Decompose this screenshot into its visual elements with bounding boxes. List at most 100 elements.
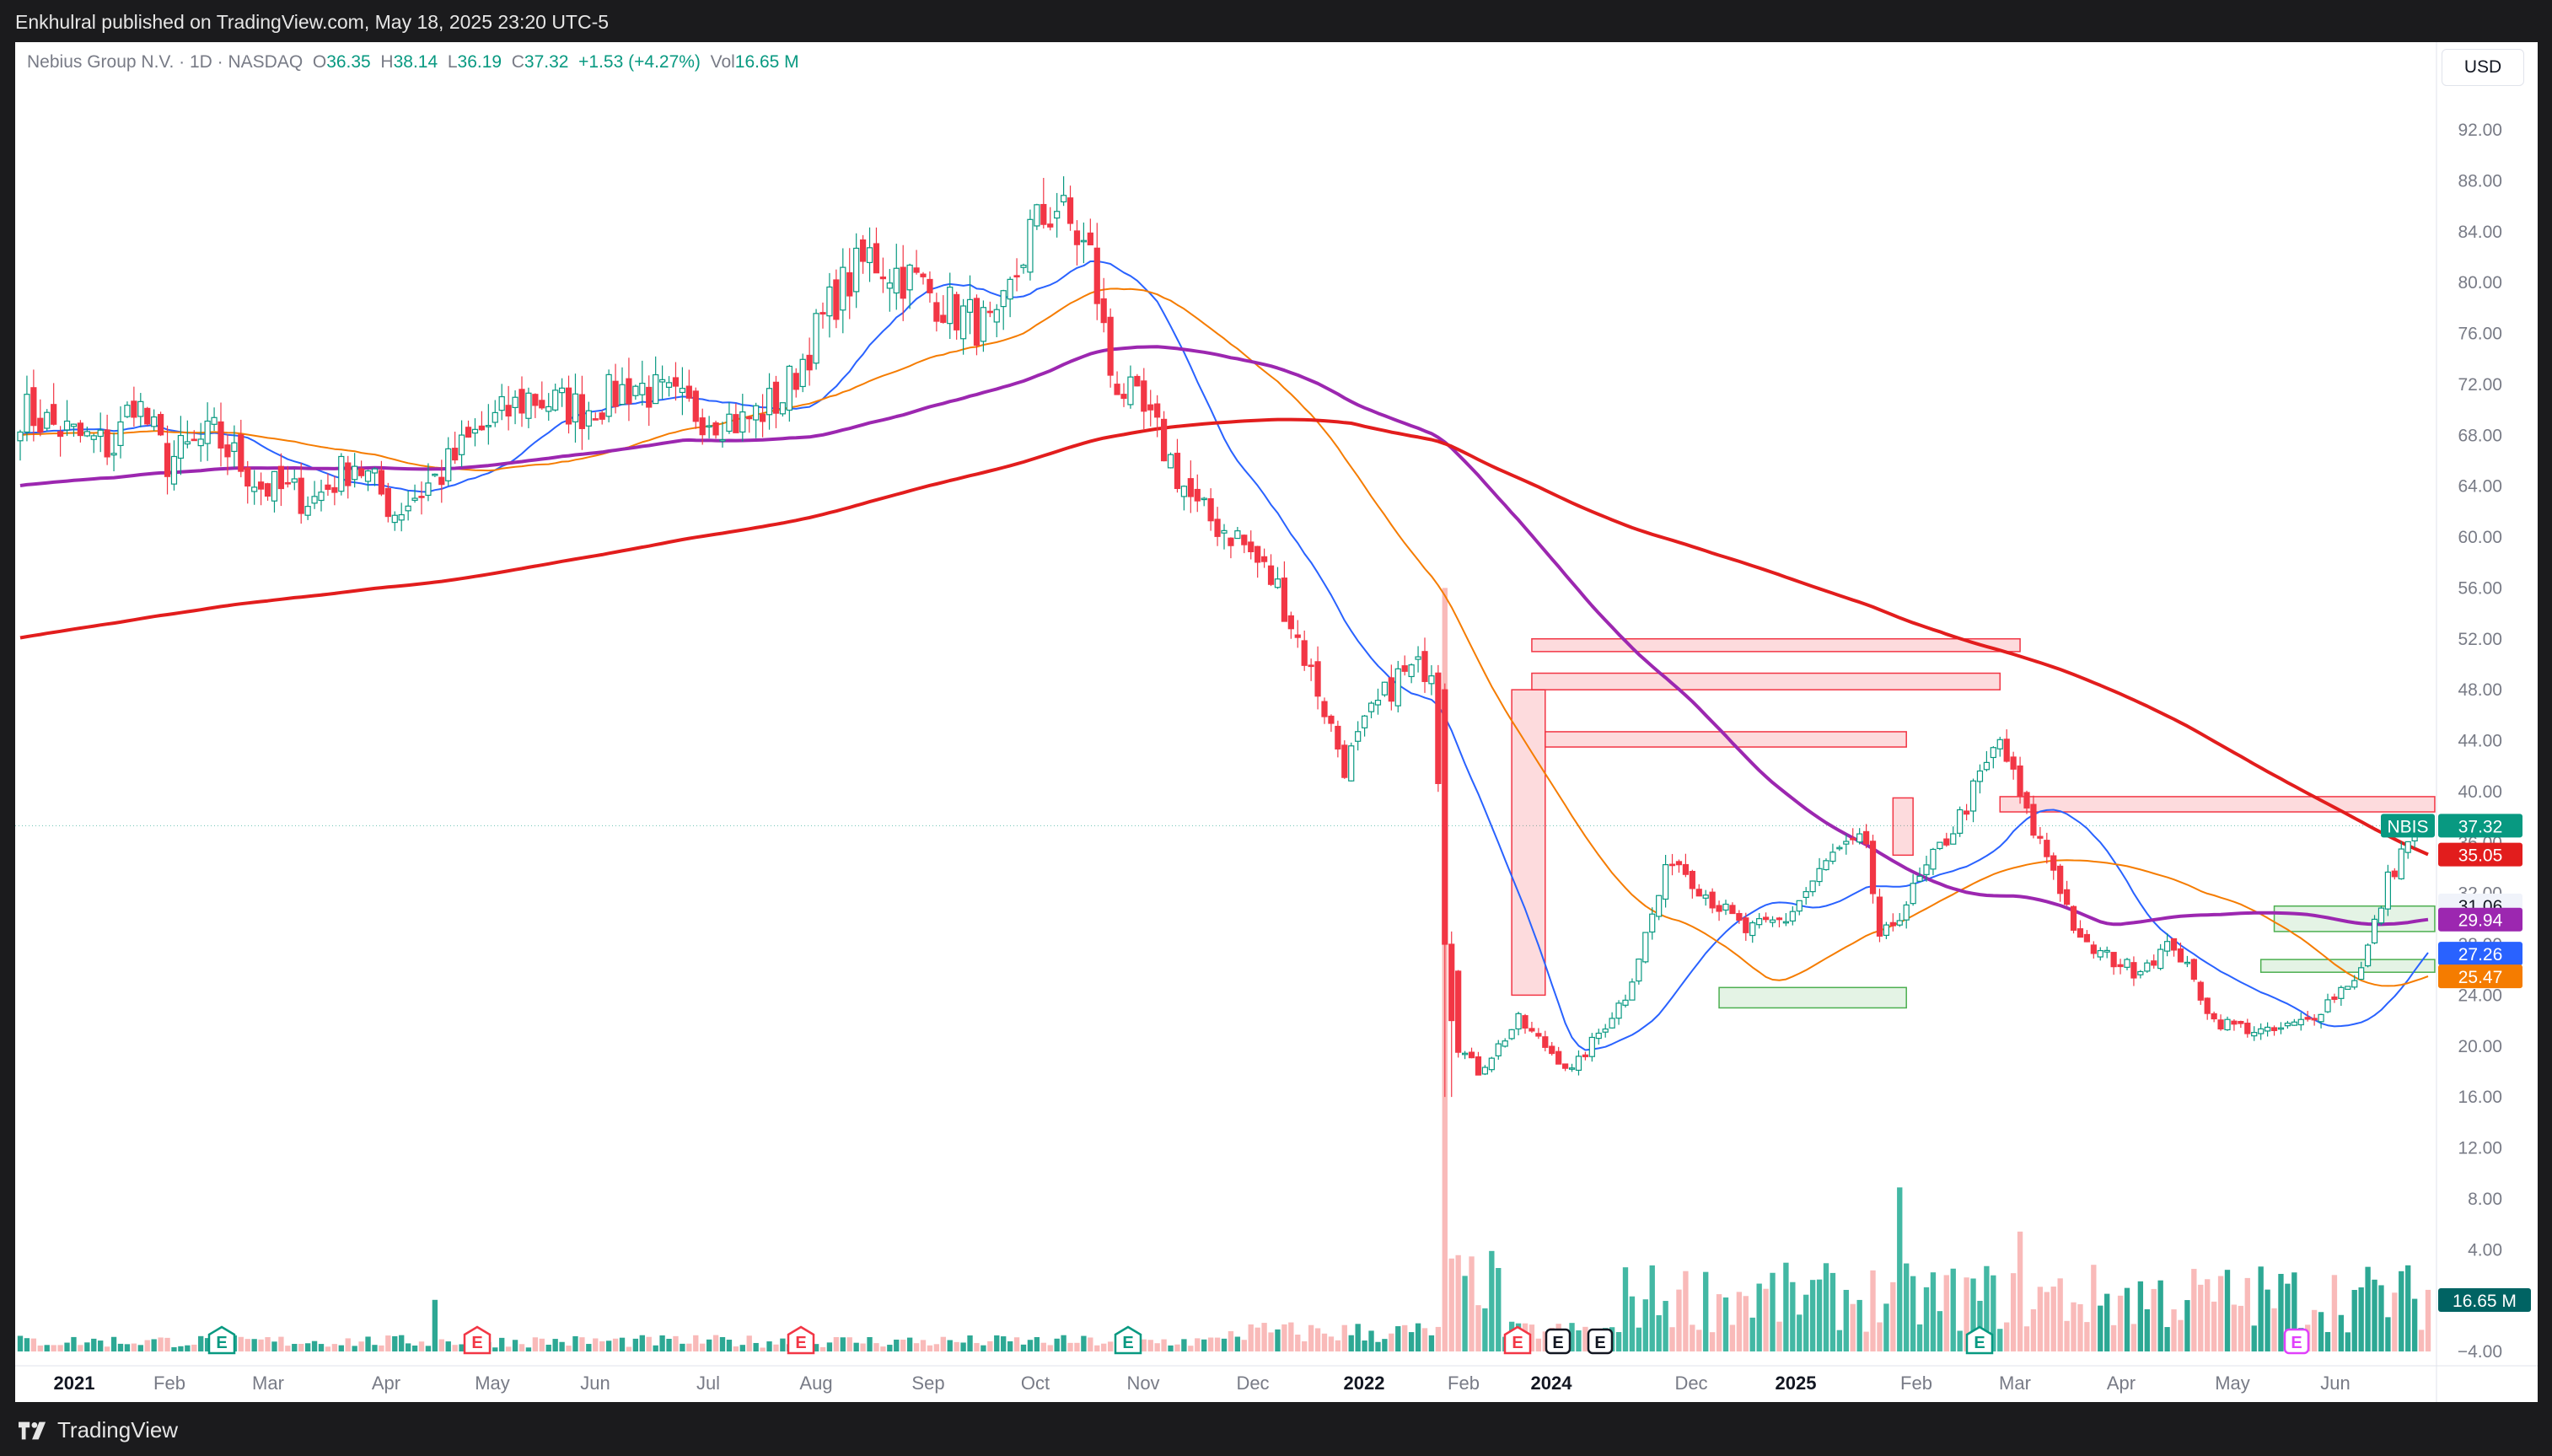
last-price-tag-text: 37.32 [2458, 817, 2503, 836]
candle [384, 482, 391, 523]
candle [170, 440, 178, 491]
candle [940, 295, 947, 324]
candle [1937, 841, 1943, 851]
earnings-marker[interactable]: E [787, 1325, 815, 1355]
volume-bar [30, 1338, 37, 1351]
y-tick-label: 84.00 [2458, 223, 2502, 242]
volume-bar [518, 1344, 525, 1351]
volume-bar [1067, 1342, 1073, 1351]
candle [1394, 660, 1401, 713]
tradingview-brand[interactable]: TradingView [19, 1417, 178, 1443]
ma50-tag: 25.47 [2438, 964, 2522, 989]
candle [1695, 884, 1702, 897]
y-tick-label: 48.00 [2458, 680, 2502, 700]
close-value: 37.32 [524, 52, 569, 72]
candle [1568, 1063, 1576, 1072]
volume-bar [1877, 1322, 1883, 1351]
ma100-tag-text: 29.94 [2458, 911, 2503, 931]
earnings-marker[interactable]: E [2283, 1328, 2310, 1355]
volume-bar [1281, 1324, 1287, 1351]
chart-panel[interactable]: 92.00 88.00 84.00 80.00 76.00 72.00 68.00 64.00… [15, 42, 2538, 1402]
volume-bar [2077, 1303, 2083, 1351]
ma20-tag: 27.26 [2438, 942, 2522, 966]
volume-bar [399, 1335, 405, 1351]
volume-bar [612, 1338, 619, 1351]
candle [2338, 985, 2345, 1007]
volume-bar [1897, 1187, 1903, 1351]
volume-bar [1061, 1335, 1066, 1351]
candle [1582, 1051, 1589, 1061]
volume-bar [974, 1342, 980, 1351]
earnings-marker[interactable]: E [207, 1325, 236, 1355]
volume-bar [639, 1335, 645, 1351]
earnings-marker[interactable]: E [463, 1325, 492, 1355]
candle [471, 418, 479, 447]
candle [2050, 852, 2057, 880]
volume-bar [1181, 1339, 1187, 1351]
candle [913, 250, 920, 275]
x-axis-label: Dec [1236, 1373, 1269, 1394]
candle [498, 384, 505, 421]
volume-bar [605, 1340, 612, 1351]
earnings-marker[interactable]: E [1965, 1325, 1994, 1355]
volume-bar [2351, 1290, 2357, 1351]
volume-bar [285, 1346, 291, 1351]
candle [799, 353, 806, 393]
volume-bar [2023, 1326, 2030, 1351]
volume-bar [1462, 1276, 1468, 1351]
candle [578, 375, 586, 450]
candle [2270, 1025, 2278, 1036]
candle [231, 425, 238, 468]
volume-bar [2311, 1309, 2318, 1351]
ma100-tag: 29.94 [2438, 907, 2522, 932]
volume-bar [1482, 1308, 1488, 1351]
volume-bar [2178, 1319, 2184, 1351]
volume-bar [1964, 1277, 1969, 1351]
candle [1549, 1041, 1555, 1056]
volume-bar [17, 1335, 24, 1351]
volume-bar [2044, 1292, 2050, 1351]
volume-bar [1649, 1265, 1655, 1351]
volume-bar [1261, 1323, 1267, 1351]
candle [779, 402, 787, 417]
price-chart[interactable]: 92.00 88.00 84.00 80.00 76.00 72.00 68.00 64.00… [15, 42, 2538, 1402]
candle [572, 373, 579, 443]
candle [37, 399, 44, 437]
volume-bar [1368, 1330, 1374, 1351]
volume-bar [198, 1335, 204, 1351]
candle [1682, 853, 1690, 878]
currency-selector[interactable]: USD [2442, 49, 2524, 86]
x-axis-label: Feb [1900, 1373, 1932, 1394]
candle [1502, 1038, 1508, 1048]
volume-bar [238, 1336, 244, 1351]
candle [2163, 932, 2171, 957]
candle [1769, 916, 1776, 927]
candle [432, 473, 438, 477]
earnings-marker[interactable]: E [1587, 1328, 1614, 1355]
volume-bar [2205, 1279, 2211, 1351]
volume-bar [358, 1341, 364, 1351]
candle [1957, 806, 1964, 837]
candle [2371, 915, 2378, 945]
earnings-marker[interactable]: E [1503, 1325, 1532, 1355]
volume-bar [1408, 1332, 1415, 1351]
volume-bar [653, 1345, 658, 1351]
volume-bar [1402, 1324, 1408, 1351]
volume-bar [933, 1344, 940, 1351]
candle [2057, 863, 2064, 902]
earnings-marker-label: E [216, 1334, 227, 1352]
volume-bar [927, 1345, 933, 1351]
volume-bar [1001, 1336, 1007, 1351]
candle [1716, 900, 1722, 921]
candle [920, 271, 927, 285]
earnings-marker-label: E [2291, 1334, 2302, 1352]
earnings-marker[interactable]: E [1114, 1325, 1142, 1355]
candle [2124, 958, 2130, 970]
candle [1294, 620, 1301, 648]
volume-bar [1729, 1324, 1736, 1351]
candle [1903, 900, 1910, 929]
candle [1073, 220, 1081, 266]
earnings-marker[interactable]: E [1545, 1328, 1571, 1355]
candle [853, 233, 860, 309]
